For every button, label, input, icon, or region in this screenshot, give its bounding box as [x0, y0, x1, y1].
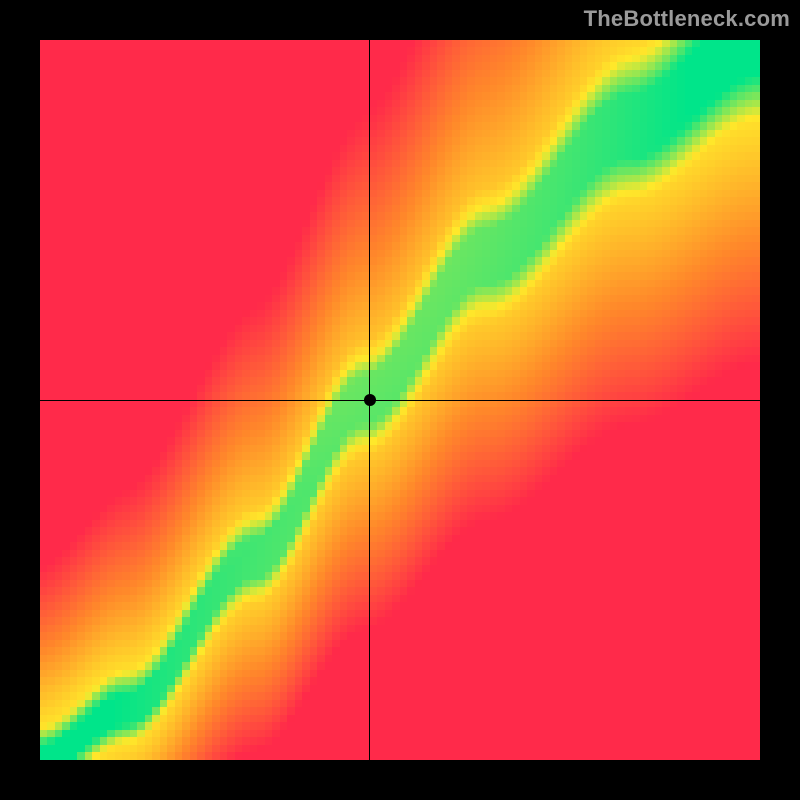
chart-container: TheBottleneck.com: [0, 0, 800, 800]
watermark-text: TheBottleneck.com: [584, 6, 790, 32]
crosshair-horizontal: [40, 400, 760, 401]
data-point-marker: [364, 394, 376, 406]
